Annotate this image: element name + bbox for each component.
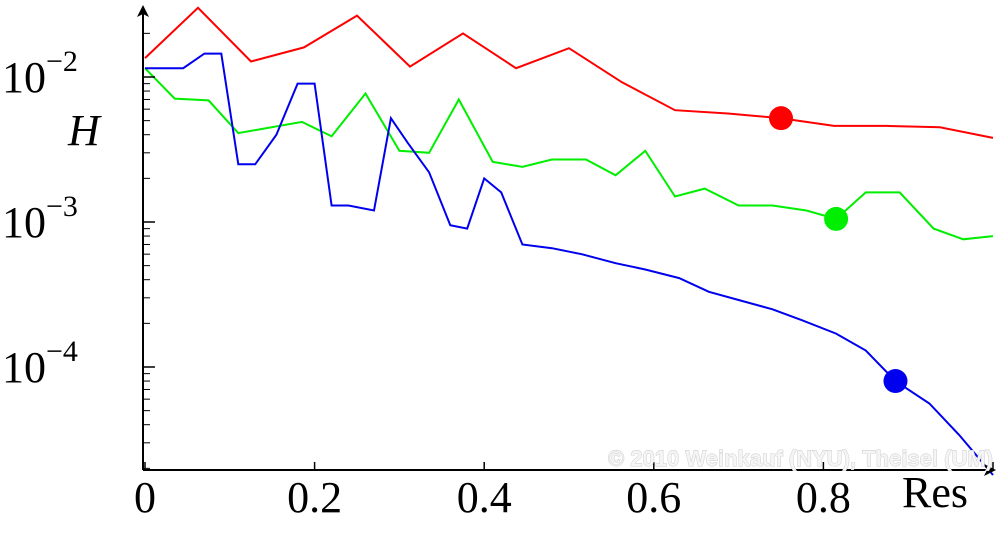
x-axis-arrow [984, 464, 996, 476]
series-layer [144, 6, 994, 476]
ticks: 0 0.2 0.4 0.6 0.810−210−310−4 [2, 32, 994, 522]
y-axis-label: H [67, 106, 102, 155]
x-tick-label: 0.4 [457, 473, 512, 522]
y-tick-label: 10 [2, 343, 46, 392]
y-tick-label: 10 [2, 198, 46, 247]
series-line-2 [144, 67, 994, 241]
axes [137, 5, 996, 476]
x-axis-label: Res [902, 468, 968, 517]
series-marker-2 [824, 206, 849, 231]
series-marker-1 [769, 106, 793, 131]
x-tick-label: 0.8 [796, 473, 851, 522]
x-tick-label: 0 [134, 473, 156, 522]
x-tick-label: 0.2 [287, 473, 342, 522]
markers [769, 106, 908, 394]
y-tick-exponent: −2 [46, 45, 78, 78]
series-line-3 [145, 52, 994, 476]
y-tick-label: 10 [2, 53, 46, 102]
y-tick-exponent: −3 [46, 190, 78, 223]
y-tick-exponent: −4 [46, 335, 78, 368]
y-axis-arrow [137, 5, 149, 17]
watermark: © 2010 Weinkauf (NYU), Theisel (UM) [608, 446, 993, 471]
series-marker-3 [883, 369, 908, 394]
series-line-1 [144, 6, 994, 139]
x-tick-label: 0.6 [626, 473, 681, 522]
